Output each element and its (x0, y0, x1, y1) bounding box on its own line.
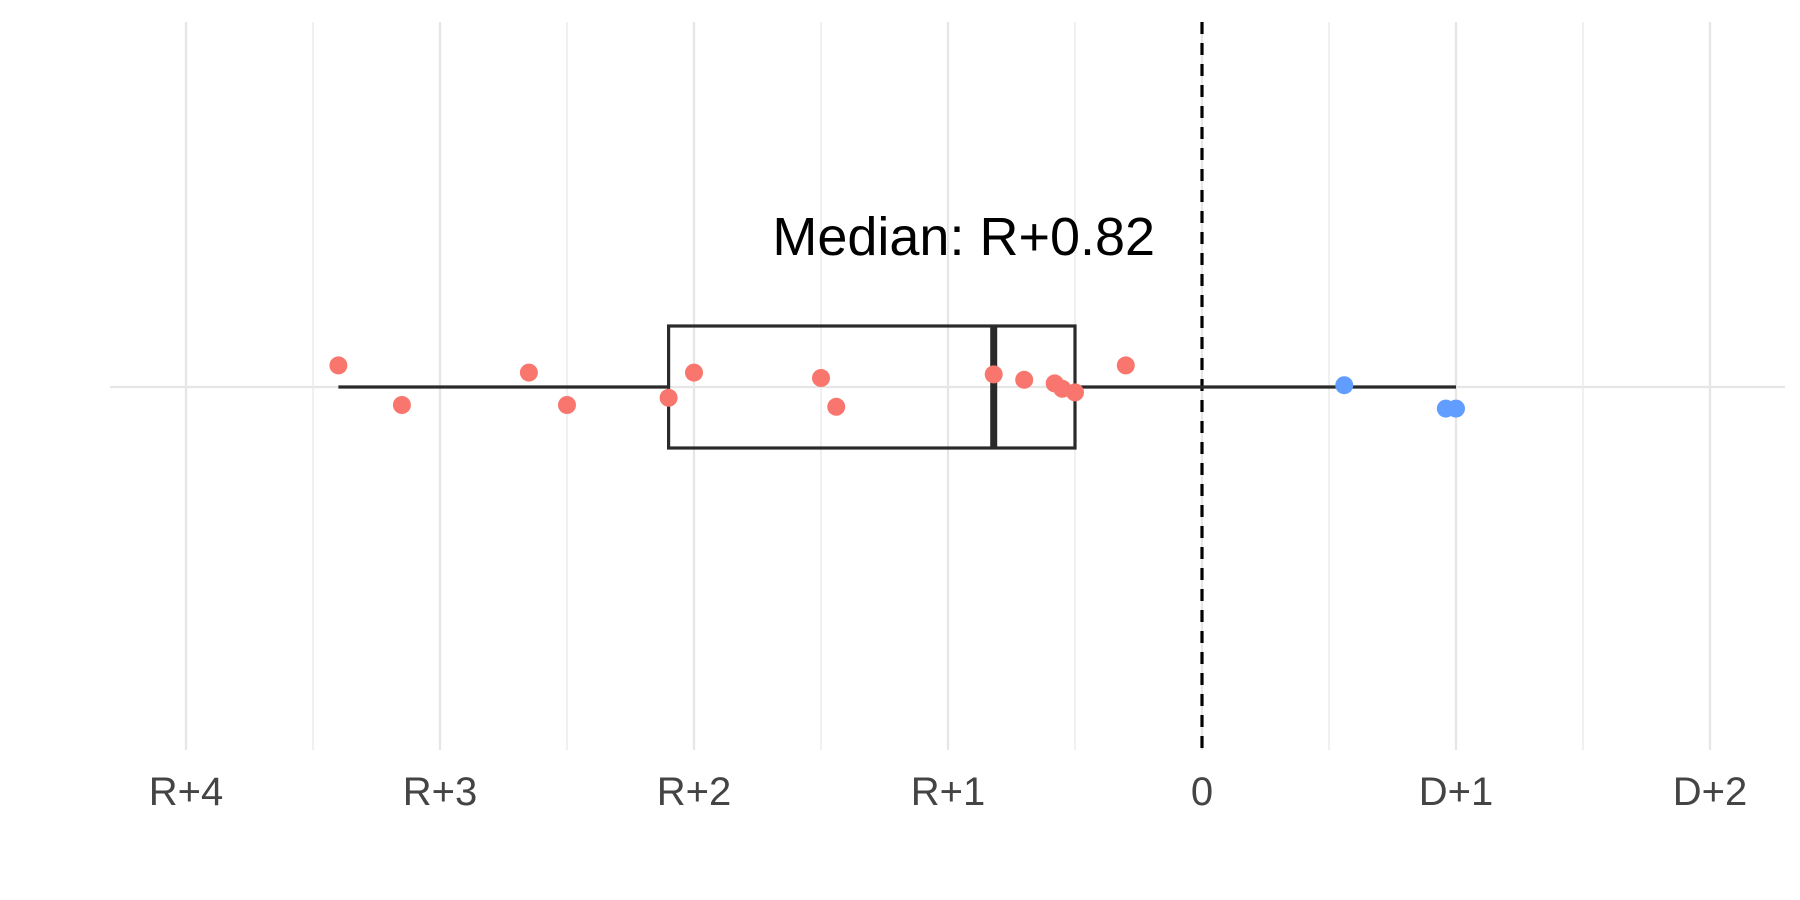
data-point-r (1066, 383, 1084, 402)
data-point-r (659, 388, 678, 407)
x-tick-label: R+4 (149, 770, 224, 814)
data-point-r (1015, 370, 1034, 389)
data-point-r (329, 356, 348, 375)
data-point-d (1335, 376, 1354, 395)
data-point-r (558, 396, 576, 414)
x-tick-label: D+2 (1673, 770, 1748, 814)
data-point-r (519, 363, 538, 382)
data-point-r (984, 365, 1003, 384)
data-point-r (1116, 356, 1135, 375)
x-tick-label: 0 (1191, 770, 1213, 814)
data-points (329, 356, 1465, 418)
median-annotation: Median: R+0.82 (772, 207, 1155, 267)
x-tick-label: R+1 (911, 770, 986, 814)
x-tick-label: R+2 (657, 770, 732, 814)
x-axis-tick-labels: R+4 R+3 R+2 R+1 0 D+1 D+2 (149, 770, 1748, 814)
x-tick-label: R+3 (403, 770, 478, 814)
data-point-d (1447, 399, 1465, 418)
data-point-r (827, 397, 846, 416)
data-point-r (392, 396, 411, 414)
x-tick-label: D+1 (1419, 770, 1494, 814)
data-point-r (812, 369, 830, 387)
data-point-r (685, 363, 703, 382)
